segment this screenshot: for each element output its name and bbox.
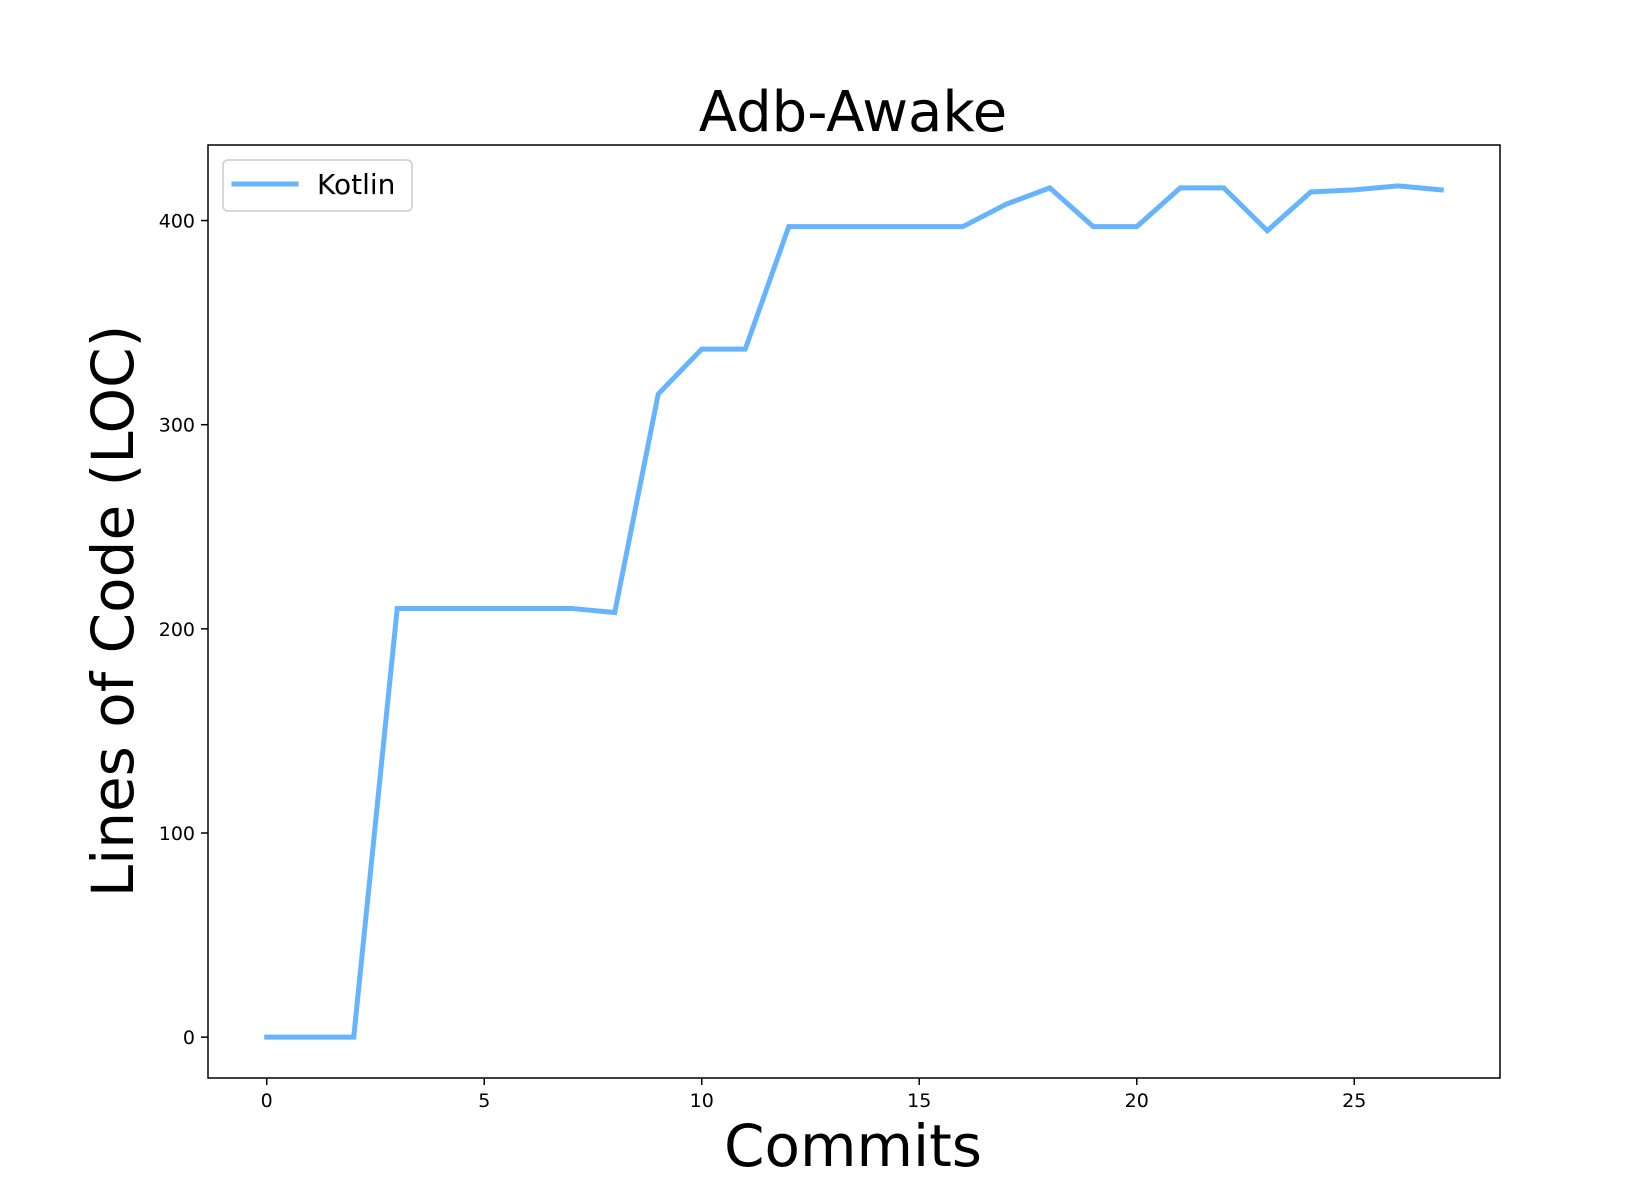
data-point bbox=[830, 225, 834, 229]
data-point bbox=[265, 1035, 269, 1039]
legend: Kotlin bbox=[222, 159, 413, 212]
x-axis-title: Commits bbox=[724, 1112, 982, 1180]
data-point bbox=[1352, 188, 1356, 192]
y-tick-label: 200 bbox=[159, 619, 195, 641]
y-axis-ticks: 0 100 200 300 400 bbox=[159, 211, 208, 1049]
data-point bbox=[961, 225, 965, 229]
data-point bbox=[917, 225, 921, 229]
x-tick-label: 20 bbox=[1125, 1090, 1149, 1112]
data-point bbox=[656, 392, 660, 396]
chart-title: Adb-Awake bbox=[699, 80, 1007, 145]
series-line-kotlin bbox=[264, 183, 1444, 1040]
x-tick-label: 10 bbox=[690, 1090, 714, 1112]
data-point bbox=[1135, 225, 1139, 229]
x-tick-label: 5 bbox=[478, 1090, 490, 1112]
y-axis-title: Lines of Code (LOC) bbox=[79, 325, 147, 897]
series-layer bbox=[264, 183, 1444, 1040]
data-point bbox=[1309, 190, 1313, 194]
data-point bbox=[395, 606, 399, 610]
data-point bbox=[787, 225, 791, 229]
x-tick-label: 0 bbox=[261, 1090, 273, 1112]
x-tick-label: 25 bbox=[1342, 1090, 1366, 1112]
data-point bbox=[482, 606, 486, 610]
x-axis-ticks: 0 5 10 15 20 25 bbox=[261, 1078, 1366, 1112]
x-tick-label: 15 bbox=[907, 1090, 931, 1112]
y-tick-label: 100 bbox=[159, 823, 195, 845]
data-point bbox=[1004, 202, 1008, 206]
data-point bbox=[439, 606, 443, 610]
data-point bbox=[1091, 225, 1095, 229]
y-tick-label: 300 bbox=[159, 415, 195, 437]
data-point bbox=[743, 347, 747, 351]
plot-area-frame bbox=[207, 144, 1501, 1079]
data-point bbox=[1222, 186, 1226, 190]
data-point bbox=[874, 225, 878, 229]
data-point bbox=[569, 606, 573, 610]
data-point bbox=[700, 347, 704, 351]
y-tick-label: 0 bbox=[183, 1027, 195, 1049]
legend-box bbox=[222, 159, 413, 212]
data-point bbox=[352, 1035, 356, 1039]
data-point bbox=[1265, 229, 1269, 233]
data-point bbox=[308, 1035, 312, 1039]
data-point bbox=[1439, 188, 1443, 192]
data-point bbox=[526, 606, 530, 610]
data-point bbox=[1178, 186, 1182, 190]
data-point bbox=[1048, 186, 1052, 190]
legend-label-kotlin: Kotlin bbox=[317, 168, 395, 201]
data-point bbox=[613, 611, 617, 615]
y-tick-label: 400 bbox=[159, 211, 195, 233]
data-point bbox=[1396, 184, 1400, 188]
